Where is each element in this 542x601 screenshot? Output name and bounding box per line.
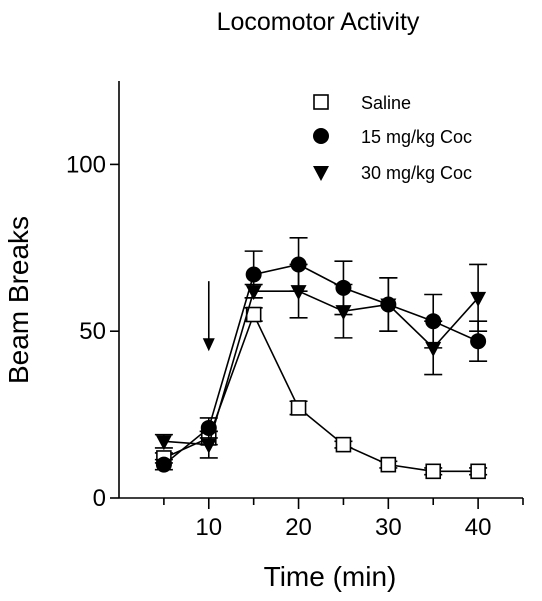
- data-point: [470, 463, 486, 480]
- data-point: [335, 305, 352, 321]
- data-point: [425, 341, 442, 357]
- series-2: [154, 236, 488, 473]
- series-1: [154, 306, 488, 480]
- data-point: [290, 400, 307, 416]
- data-point: [155, 435, 172, 451]
- x-tick-label: 40: [465, 514, 492, 541]
- data-point: [155, 456, 172, 473]
- legend: Saline 15 mg/kg Coc 30 mg/kg Coc: [313, 93, 472, 183]
- data-point: [290, 285, 307, 301]
- x-tick-label: 10: [195, 514, 222, 541]
- legend-marker: [313, 94, 329, 110]
- x-axis-title: Time (min): [264, 561, 397, 592]
- x-tick-label: 30: [375, 514, 402, 541]
- data-point: [380, 298, 397, 314]
- legend-marker: [313, 166, 329, 181]
- data-point: [425, 463, 442, 480]
- legend-label: Saline: [361, 93, 411, 113]
- data-point: [470, 291, 487, 307]
- y-tick-label: 0: [93, 485, 106, 512]
- data-point: [380, 456, 397, 473]
- data-point: [245, 285, 262, 301]
- y-axis-title: Beam Breaks: [3, 216, 34, 384]
- annotations: [202, 281, 215, 352]
- x-ticks: 10 20 30 40: [163, 498, 524, 541]
- x-tick-label: 20: [285, 514, 312, 541]
- legend-label: 15 mg/kg Coc: [361, 127, 472, 147]
- y-tick-label: 100: [66, 151, 106, 178]
- chart-title: Locomotor Activity: [217, 8, 420, 36]
- data-point: [470, 333, 487, 350]
- data-point: [245, 266, 262, 283]
- series-line: [163, 290, 479, 446]
- legend-label: 30 mg/kg Coc: [361, 163, 472, 183]
- y-ticks: 0 50 100: [66, 151, 119, 512]
- y-tick-label: 50: [79, 318, 106, 345]
- series-3: [154, 263, 488, 459]
- series-layer: [154, 236, 488, 480]
- legend-marker: [313, 128, 329, 144]
- arrow-head: [202, 338, 215, 352]
- data-point: [200, 438, 217, 454]
- data-point: [335, 436, 352, 453]
